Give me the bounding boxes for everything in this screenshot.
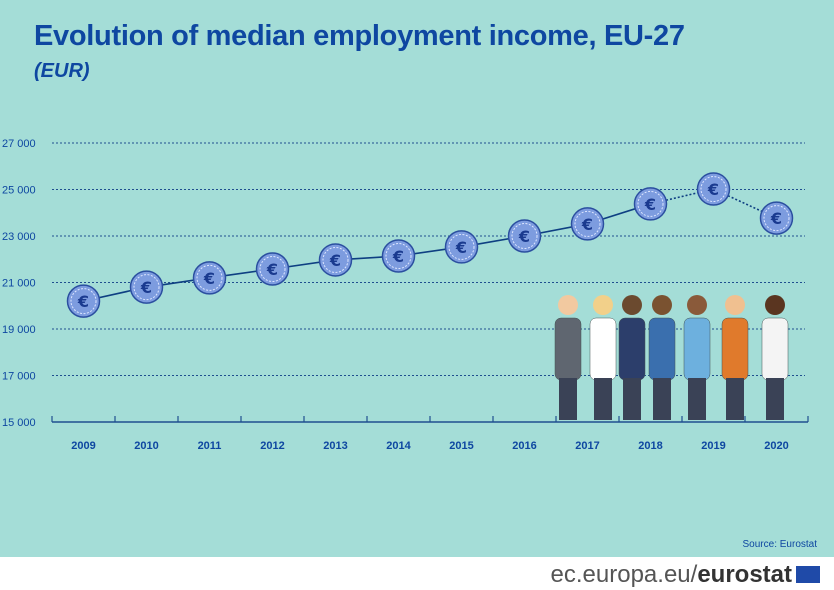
euro-icon: € <box>392 247 404 266</box>
x-tick-label: 2012 <box>260 440 284 452</box>
footer-url[interactable]: ec.europa.eu/eurostat <box>551 561 792 589</box>
euro-icon: € <box>581 215 593 234</box>
person-head <box>725 295 745 315</box>
euro-coin-marker <box>570 207 605 241</box>
coin-ring <box>637 190 664 217</box>
euro-coin-marker <box>192 261 227 295</box>
x-tick-label: 2010 <box>134 440 158 452</box>
footer-domain: ec.europa.eu/ <box>550 561 698 588</box>
person-head <box>652 295 672 315</box>
x-tick-label: 2011 <box>198 440 222 452</box>
person-head <box>765 295 785 315</box>
person-body <box>761 317 789 381</box>
euro-icon: € <box>77 292 89 311</box>
person-legs <box>559 378 577 420</box>
euro-icon: € <box>707 180 719 199</box>
x-tick-label: 2016 <box>512 440 536 452</box>
person-head <box>593 295 613 315</box>
euro-icon: € <box>770 209 782 228</box>
euro-icon: € <box>266 260 278 279</box>
euro-coin-marker <box>696 172 731 206</box>
coin-ring <box>70 288 97 315</box>
footer-brand: eurostat <box>697 561 792 588</box>
y-tick-label: 19 000 <box>2 324 36 336</box>
y-tick-label: 23 000 <box>2 231 36 243</box>
y-tick-label: 21 000 <box>2 278 36 290</box>
coin-ring <box>700 176 727 203</box>
euro-coin-marker <box>129 270 164 304</box>
coin-ring <box>511 223 538 249</box>
euro-icon: € <box>644 195 656 214</box>
person-legs <box>688 378 706 420</box>
y-tick-label: 15 000 <box>2 417 36 429</box>
person-legs <box>623 378 641 420</box>
coin-ring <box>385 242 412 269</box>
y-tick-label: 27 000 <box>2 138 36 150</box>
euro-coin-marker <box>381 239 416 273</box>
euro-coin-marker <box>444 230 479 264</box>
euro-coin-marker <box>759 201 794 235</box>
coin-ring <box>133 274 160 301</box>
person-legs <box>653 378 671 420</box>
coin-ring <box>196 264 223 291</box>
line-chart: 15 000 17 000 19 000 21 000 23 000 25 000 27 0… <box>2 138 809 452</box>
coin-ring <box>574 210 601 237</box>
euro-icon: € <box>203 269 215 288</box>
person-head <box>558 295 578 315</box>
x-tick-label: 2009 <box>71 440 95 452</box>
euro-coin-marker <box>507 219 542 253</box>
y-tick-label: 25 000 <box>2 185 36 197</box>
x-tick-label: 2017 <box>575 440 599 452</box>
y-tick-label: 17 000 <box>2 371 36 383</box>
coin-ring <box>322 246 349 273</box>
source-note: Source: Eurostat <box>742 539 817 550</box>
eu-flag-icon <box>796 566 820 583</box>
person-legs <box>766 378 784 420</box>
coin-ring <box>448 233 475 260</box>
euro-icon: € <box>455 238 467 257</box>
person-body <box>618 317 646 381</box>
chart-subtitle: (EUR) <box>34 60 90 82</box>
person-legs <box>594 378 612 420</box>
person-head <box>687 295 707 315</box>
person-body <box>589 317 617 381</box>
euro-coin-marker <box>633 187 668 221</box>
person-legs <box>726 378 744 420</box>
person-body <box>554 317 582 381</box>
person-body <box>683 317 711 381</box>
person-body <box>648 317 676 381</box>
x-tick-label: 2019 <box>701 440 725 452</box>
x-tick-label: 2013 <box>323 440 347 452</box>
x-tick-label: 2014 <box>386 440 411 452</box>
euro-coin-marker <box>318 243 353 277</box>
x-tick-label: 2018 <box>638 440 662 452</box>
x-tick-label: 2020 <box>764 440 788 452</box>
person-head <box>622 295 642 315</box>
coin-ring <box>259 256 286 283</box>
person-body <box>721 317 749 381</box>
x-tick-label: 2015 <box>449 440 473 452</box>
euro-coin-marker <box>255 252 290 286</box>
euro-icon: € <box>140 278 152 297</box>
chart-title: Evolution of median employment income, E… <box>34 20 685 52</box>
euro-icon: € <box>329 251 341 270</box>
euro-coin-marker <box>66 284 101 318</box>
euro-icon: € <box>518 227 530 246</box>
coin-ring <box>763 205 790 232</box>
